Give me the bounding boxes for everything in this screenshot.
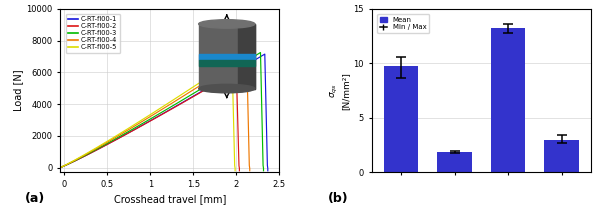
C-RT-fl00-5 <box>208 74 215 77</box>
C-RT-fl00-2 <box>174 104 181 107</box>
C-RT-fl00-1 <box>236 68 243 70</box>
C-RT-fl00-2 <box>236 170 243 172</box>
C-RT-fl00-1 <box>193 93 200 96</box>
C-RT-fl00-2 <box>148 119 155 121</box>
C-RT-fl00-4 <box>220 69 227 72</box>
C-RT-fl00-4 <box>154 111 161 114</box>
C-RT-fl00-2 <box>56 166 64 169</box>
Y-axis label: Load [N]: Load [N] <box>13 70 23 111</box>
C-RT-fl00-5 <box>57 166 64 169</box>
C-RT-fl00-2 <box>57 166 64 169</box>
C-RT-fl00-3 <box>260 170 267 172</box>
C-RT-fl00-3 <box>232 66 239 69</box>
C-RT-fl00-4 <box>246 170 253 172</box>
C-RT-fl00-1 <box>163 110 170 113</box>
C-RT-fl00-3 <box>58 166 65 169</box>
Text: (b): (b) <box>328 192 349 205</box>
C-RT-fl00-5 <box>76 156 83 159</box>
C-RT-fl00-5 <box>77 156 85 158</box>
C-RT-fl00-2 <box>211 83 218 86</box>
Text: (a): (a) <box>25 192 45 205</box>
Bar <box>437 152 472 172</box>
C-RT-fl00-5 <box>229 60 236 63</box>
C-RT-fl00-3 <box>161 109 168 112</box>
C-RT-fl00-4 <box>181 94 188 97</box>
C-RT-fl00-5 <box>171 98 178 100</box>
C-RT-fl00-3 <box>190 92 197 95</box>
Line: C-RT-fl00-5: C-RT-fl00-5 <box>60 61 235 171</box>
C-RT-fl00-5 <box>232 170 239 172</box>
C-RT-fl00-5 <box>146 114 154 116</box>
Line: C-RT-fl00-3: C-RT-fl00-3 <box>60 53 263 171</box>
C-RT-fl00-1 <box>264 170 271 172</box>
Y-axis label: $\sigma_{qs}$
[N/mm²]: $\sigma_{qs}$ [N/mm²] <box>329 72 350 110</box>
C-RT-fl00-1 <box>81 155 88 157</box>
Bar <box>544 140 579 172</box>
C-RT-fl00-4 <box>77 156 85 158</box>
C-RT-fl00-3 <box>56 166 64 169</box>
C-RT-fl00-2 <box>77 156 85 159</box>
Legend: C-RT-fl00-1, C-RT-fl00-2, C-RT-fl00-3, C-RT-fl00-4, C-RT-fl00-5: C-RT-fl00-1, C-RT-fl00-2, C-RT-fl00-3, C… <box>65 14 120 53</box>
Line: C-RT-fl00-4: C-RT-fl00-4 <box>60 56 250 171</box>
C-RT-fl00-3 <box>80 155 88 157</box>
Bar <box>383 66 418 172</box>
C-RT-fl00-3 <box>79 155 86 158</box>
Line: C-RT-fl00-1: C-RT-fl00-1 <box>60 54 268 171</box>
C-RT-fl00-2 <box>233 70 240 73</box>
C-RT-fl00-5 <box>56 166 64 169</box>
C-RT-fl00-4 <box>243 54 250 57</box>
Legend: Mean, Min / Max: Mean, Min / Max <box>377 14 429 33</box>
C-RT-fl00-4 <box>79 155 86 158</box>
C-RT-fl00-1 <box>79 156 86 158</box>
C-RT-fl00-4 <box>56 166 64 169</box>
C-RT-fl00-1 <box>261 53 268 55</box>
C-RT-fl00-1 <box>56 166 64 169</box>
C-RT-fl00-4 <box>58 166 65 169</box>
C-RT-fl00-1 <box>58 166 65 169</box>
Bar <box>491 29 526 172</box>
Line: C-RT-fl00-2: C-RT-fl00-2 <box>60 72 239 171</box>
C-RT-fl00-2 <box>76 157 83 160</box>
C-RT-fl00-3 <box>257 51 264 54</box>
X-axis label: Crosshead travel [mm]: Crosshead travel [mm] <box>113 194 226 205</box>
